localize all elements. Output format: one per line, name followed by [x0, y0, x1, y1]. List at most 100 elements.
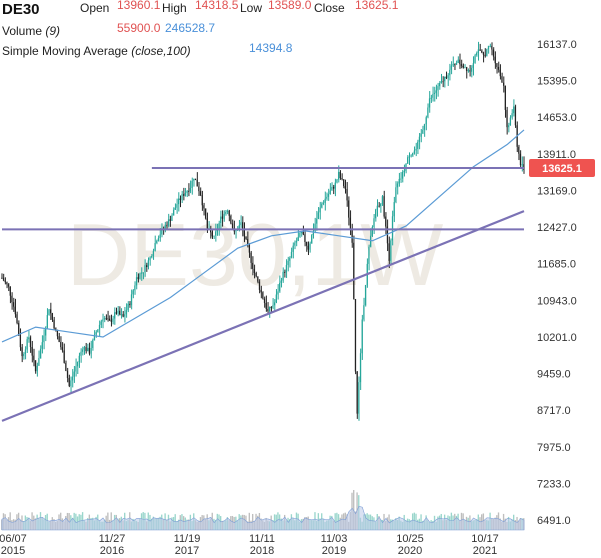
candle-body — [21, 347, 23, 357]
candle-body — [270, 307, 272, 309]
y-tick-label: 16137.0 — [537, 39, 577, 51]
candle-body — [373, 218, 375, 227]
candle-body — [108, 318, 111, 321]
candle-body — [378, 205, 380, 207]
candle-body — [494, 56, 496, 64]
candle-body — [403, 171, 405, 173]
candle-body — [469, 70, 471, 72]
candle-body — [103, 318, 106, 320]
volume-label: Volume (9) — [2, 24, 60, 38]
candle-body — [70, 380, 72, 387]
candle-body — [225, 211, 227, 214]
candle-body — [376, 205, 378, 210]
candle-body — [413, 150, 415, 154]
candle-body — [80, 351, 82, 356]
candle-body — [245, 236, 247, 240]
candle-body — [211, 232, 213, 237]
candle-body — [452, 64, 454, 66]
candle-body — [85, 347, 87, 352]
candle-body — [228, 210, 230, 216]
candle-body — [322, 202, 325, 204]
candle-body — [51, 313, 53, 320]
candle-body — [36, 365, 38, 372]
candle-body — [98, 324, 101, 330]
candle-body — [176, 204, 178, 208]
candle-body — [398, 178, 400, 184]
candlestick-series — [1, 41, 525, 421]
candle-body — [477, 49, 479, 53]
y-tick-label: 6491.0 — [537, 515, 571, 527]
candle-body — [4, 280, 6, 283]
candle-body — [282, 271, 284, 281]
y-tick-label: 12427.0 — [537, 222, 577, 234]
candle-body — [430, 97, 432, 99]
candle-body — [496, 63, 498, 67]
candle-body — [465, 67, 468, 71]
candle-body — [151, 255, 153, 258]
candle-body — [506, 109, 508, 128]
candle-body — [215, 231, 217, 236]
candle-body — [487, 45, 490, 50]
high-label: High — [162, 1, 187, 15]
candle-body — [280, 280, 282, 283]
candle-body — [267, 308, 269, 312]
candle-body — [78, 355, 80, 362]
candle-body — [447, 75, 449, 79]
candle-body — [240, 222, 242, 226]
candle-body — [248, 245, 250, 253]
candle-body — [221, 216, 223, 219]
candle-body — [218, 223, 220, 230]
candle-body — [117, 310, 119, 314]
y-tick-label: 9459.0 — [537, 369, 571, 381]
candle-body — [55, 328, 57, 331]
candle-body — [356, 371, 358, 414]
candle-body — [241, 222, 244, 230]
candle-body — [393, 202, 395, 217]
ascending-trendline — [1, 210, 525, 422]
candle-body — [331, 186, 333, 191]
high-value: 14318.5 — [195, 0, 239, 12]
candle-body — [290, 251, 293, 258]
candle-body — [169, 219, 171, 221]
candle-body — [509, 117, 511, 126]
candle-body — [364, 285, 367, 306]
candle-body — [391, 216, 394, 241]
candle-body — [321, 203, 323, 208]
open-value: 13960.1 — [117, 0, 161, 12]
candle-body — [432, 93, 434, 98]
candle-body — [73, 371, 75, 377]
candle-body — [231, 223, 234, 229]
candle-body — [2, 277, 5, 281]
candle-body — [344, 186, 346, 190]
candle-body — [508, 125, 510, 128]
x-tick-year: 2020 — [398, 545, 422, 557]
volume-bar — [68, 513, 70, 530]
candle-body — [324, 198, 326, 203]
y-tick-label: 13169.0 — [537, 185, 577, 197]
candle-body — [90, 347, 92, 354]
candle-body — [337, 171, 340, 180]
candle-body — [312, 230, 314, 236]
candle-body — [297, 236, 299, 241]
candle-body — [326, 196, 328, 199]
candle-body — [380, 203, 382, 207]
candle-body — [56, 330, 58, 337]
candle-body — [66, 370, 69, 379]
candle-body — [23, 353, 25, 357]
y-tick-label: 14653.0 — [537, 112, 577, 124]
candle-body — [213, 235, 215, 237]
candle-body — [154, 243, 156, 251]
y-tick-label: 7233.0 — [537, 478, 571, 490]
candle-body — [349, 217, 351, 230]
candle-body — [454, 64, 456, 66]
candle-body — [275, 294, 277, 303]
x-tick-year: 2015 — [1, 545, 25, 557]
candle-body — [336, 179, 338, 183]
candle-body — [521, 164, 523, 166]
candle-body — [24, 349, 26, 354]
candle-body — [50, 309, 52, 314]
candle-body — [164, 225, 166, 229]
candle-body — [28, 337, 30, 340]
x-tick-date: 10/25 — [396, 533, 424, 545]
